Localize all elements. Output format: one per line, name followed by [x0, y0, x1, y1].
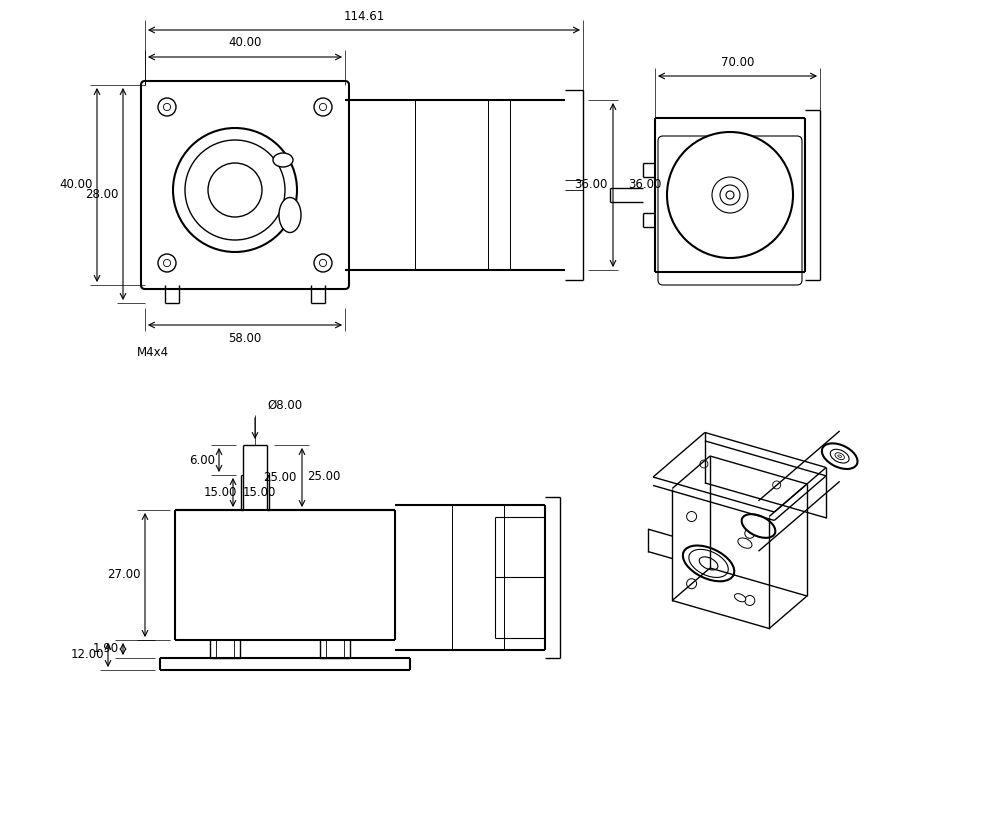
- Circle shape: [720, 185, 740, 205]
- Text: 15.00: 15.00: [203, 486, 237, 499]
- Ellipse shape: [830, 449, 849, 463]
- Text: 40.00: 40.00: [228, 37, 261, 49]
- Ellipse shape: [273, 153, 293, 167]
- Circle shape: [687, 579, 697, 589]
- Text: 1.90: 1.90: [93, 643, 119, 655]
- Circle shape: [163, 104, 170, 110]
- Circle shape: [163, 259, 170, 267]
- Text: Ø8.00: Ø8.00: [267, 399, 302, 411]
- Circle shape: [158, 98, 176, 116]
- Circle shape: [314, 98, 332, 116]
- Text: 25.00: 25.00: [263, 471, 297, 484]
- Circle shape: [745, 528, 755, 538]
- Circle shape: [173, 128, 297, 252]
- Circle shape: [745, 595, 755, 605]
- Ellipse shape: [738, 538, 752, 548]
- Ellipse shape: [735, 594, 746, 602]
- Text: 40.00: 40.00: [60, 179, 93, 191]
- Text: 6.00: 6.00: [189, 453, 215, 466]
- Text: 12.00: 12.00: [70, 649, 104, 661]
- Text: 27.00: 27.00: [107, 568, 141, 582]
- Circle shape: [700, 460, 708, 468]
- FancyBboxPatch shape: [658, 136, 802, 285]
- Circle shape: [158, 254, 176, 272]
- Circle shape: [185, 140, 285, 240]
- Circle shape: [687, 512, 697, 522]
- Ellipse shape: [838, 455, 842, 457]
- Text: 36.00: 36.00: [575, 179, 608, 191]
- FancyBboxPatch shape: [141, 81, 349, 289]
- Circle shape: [208, 163, 262, 217]
- Circle shape: [314, 254, 332, 272]
- Ellipse shape: [689, 549, 729, 578]
- Ellipse shape: [683, 546, 735, 581]
- Ellipse shape: [279, 197, 301, 232]
- Text: 70.00: 70.00: [721, 57, 754, 69]
- Text: 58.00: 58.00: [228, 332, 261, 344]
- Ellipse shape: [742, 514, 776, 538]
- Text: 36.00: 36.00: [628, 179, 662, 191]
- Text: 15.00: 15.00: [243, 486, 276, 498]
- Ellipse shape: [700, 557, 718, 570]
- Circle shape: [773, 481, 781, 489]
- Ellipse shape: [822, 443, 858, 469]
- Circle shape: [726, 191, 734, 199]
- Text: 25.00: 25.00: [307, 471, 340, 483]
- Text: 114.61: 114.61: [343, 11, 384, 23]
- Circle shape: [667, 132, 793, 258]
- Text: M4x4: M4x4: [137, 346, 169, 359]
- Circle shape: [319, 104, 326, 110]
- Ellipse shape: [835, 453, 845, 460]
- Text: 28.00: 28.00: [86, 187, 119, 201]
- Circle shape: [319, 259, 326, 267]
- Circle shape: [712, 177, 748, 213]
